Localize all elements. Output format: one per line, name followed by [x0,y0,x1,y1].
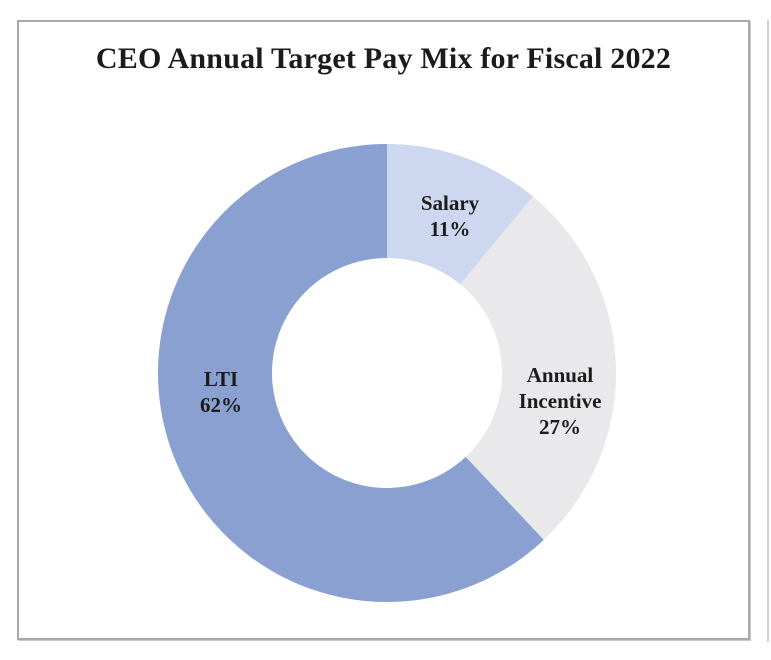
chart-card: CEO Annual Target Pay Mix for Fiscal 202… [17,20,750,640]
donut-segment-salary [387,144,533,285]
annual-incentive-label-text: Annual Incentive [518,363,602,413]
slice-label-salary: Salary 11% [421,190,479,242]
donut-segment-lti [157,144,544,602]
lti-label-text: LTI [203,367,239,391]
lti-pct-text: 62% [200,393,242,417]
annual-incentive-pct-text: 27% [539,415,581,439]
slice-label-annual-incentive: Annual Incentive 27% [497,362,623,440]
adjacent-card-edge [767,20,771,642]
salary-label-text: Salary [420,191,480,215]
salary-pct-text: 11% [429,217,471,241]
donut-segment-annual-incentive [460,196,616,540]
donut-chart [157,144,616,602]
slice-label-lti: LTI 62% [200,366,242,418]
chart-title: CEO Annual Target Pay Mix for Fiscal 202… [95,42,672,75]
